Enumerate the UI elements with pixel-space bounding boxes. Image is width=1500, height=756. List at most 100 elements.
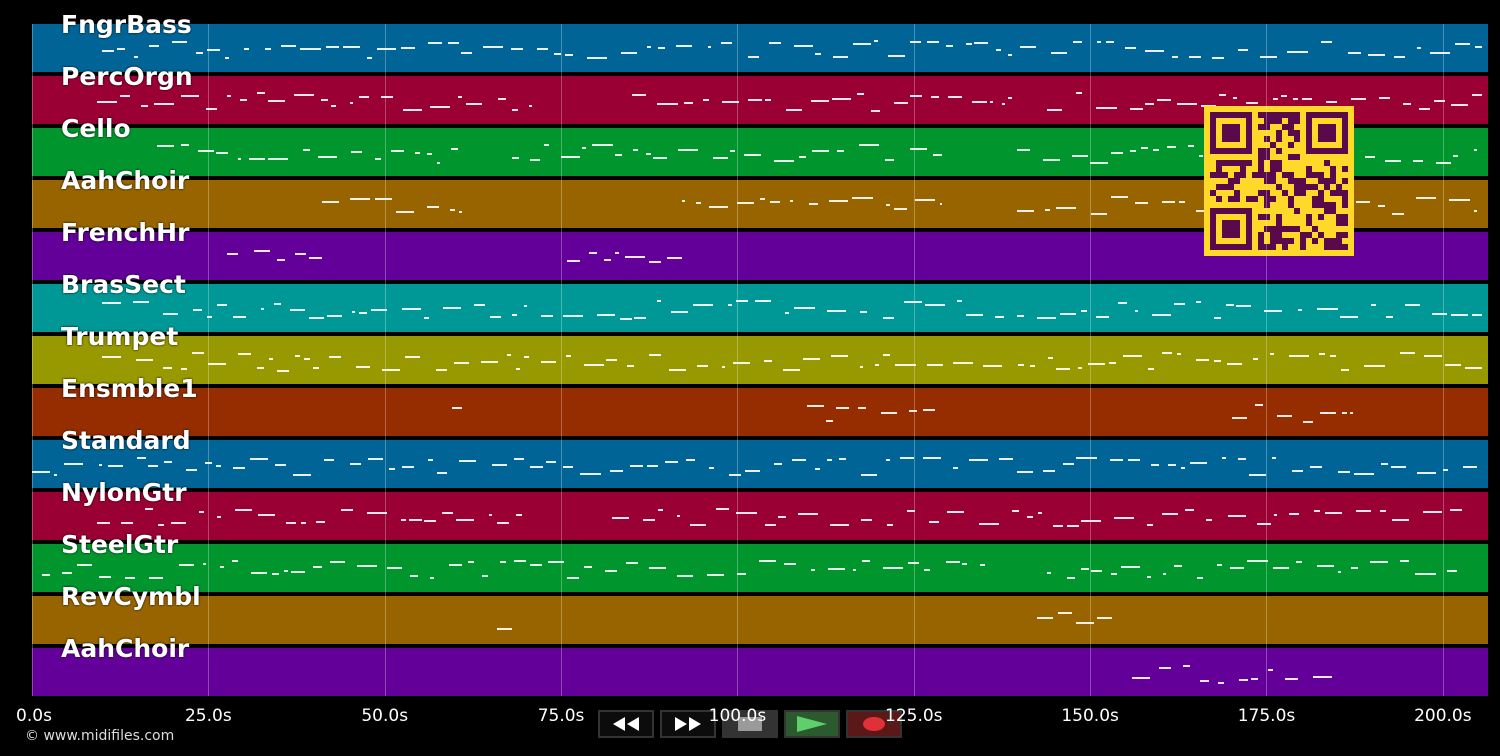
midi-note (1316, 565, 1334, 568)
midi-note (1150, 464, 1159, 467)
midi-note (927, 41, 940, 44)
midi-note (982, 365, 1003, 368)
midi-note (249, 157, 265, 160)
play-button[interactable] (784, 710, 840, 738)
midi-note (62, 572, 73, 575)
midi-note (765, 524, 776, 526)
midi-note (351, 150, 362, 153)
midi-note (807, 405, 825, 408)
midi-note (873, 40, 878, 43)
midi-note (1038, 512, 1043, 515)
midi-note (303, 357, 311, 360)
track-lane[interactable] (32, 648, 1488, 698)
track-lane[interactable] (32, 336, 1488, 386)
midi-note (530, 466, 543, 469)
midi-note (42, 573, 51, 576)
track-lane[interactable] (32, 492, 1488, 542)
rewind-button[interactable] (598, 710, 654, 738)
midi-note (1113, 517, 1135, 520)
midi-note (1076, 456, 1097, 459)
midi-note (909, 147, 927, 150)
midi-note (1019, 46, 1037, 49)
midi-note (1392, 212, 1404, 215)
midi-note (309, 256, 322, 259)
midi-note (656, 300, 662, 303)
midi-note (402, 307, 422, 310)
midi-note (1473, 210, 1477, 213)
midi-note (1320, 411, 1336, 414)
midi-note (703, 99, 709, 102)
midi-note (1108, 362, 1117, 365)
midi-note (1001, 103, 1005, 106)
midi-note (1405, 304, 1420, 307)
midi-note (1310, 466, 1323, 469)
midi-note (349, 101, 354, 104)
midi-note (381, 369, 400, 372)
midi-note (646, 465, 658, 468)
midi-note (204, 461, 212, 464)
midi-note (1047, 109, 1063, 112)
midi-note (1017, 471, 1033, 474)
midi-note (294, 253, 307, 256)
midi-note (634, 316, 646, 319)
midi-note (148, 45, 159, 48)
midi-note (785, 312, 789, 315)
midi-note (1016, 314, 1025, 317)
midi-note (390, 150, 405, 153)
track-lane[interactable] (32, 388, 1488, 438)
midi-note (1043, 470, 1055, 473)
midi-note (1030, 364, 1036, 367)
midi-note (1188, 145, 1195, 148)
midi-note (1179, 201, 1185, 204)
midi-note (1043, 159, 1060, 162)
midi-note (456, 519, 474, 522)
track-label: BrasSect (61, 270, 186, 299)
midi-note (389, 468, 396, 471)
midi-note (887, 523, 893, 526)
midi-note (1429, 51, 1451, 54)
track-lane[interactable] (32, 284, 1488, 334)
midi-note (826, 309, 846, 312)
midi-note (1045, 209, 1051, 212)
midi-note (747, 55, 760, 58)
track-lane[interactable] (32, 596, 1488, 646)
midi-note (1148, 367, 1155, 370)
midi-note (859, 310, 868, 313)
midi-note (1056, 207, 1076, 210)
midi-note (995, 48, 1001, 51)
midi-note (523, 304, 528, 307)
midi-note (157, 523, 164, 526)
midi-note (1450, 508, 1462, 511)
midi-note (1337, 570, 1342, 573)
midi-note (401, 47, 415, 50)
midi-note (1198, 154, 1204, 157)
midi-note (832, 98, 852, 101)
midi-note (648, 353, 661, 356)
midi-note (625, 562, 639, 565)
qr-code (1204, 106, 1354, 256)
fast-forward-icon (675, 717, 701, 731)
track-lane[interactable] (32, 544, 1488, 594)
midi-note (32, 470, 51, 473)
stop-button[interactable] (722, 710, 778, 738)
midi-note (515, 367, 520, 370)
midi-note (1196, 358, 1209, 361)
midi-note (1319, 353, 1326, 356)
track-lane[interactable] (32, 24, 1488, 74)
midi-note (473, 304, 486, 307)
record-button[interactable] (846, 710, 902, 738)
midi-note (1158, 666, 1171, 669)
midi-note (871, 109, 881, 112)
midi-note (1007, 97, 1012, 100)
midi-note (1463, 465, 1477, 468)
midi-note (1416, 471, 1436, 474)
midi-note (1235, 304, 1252, 307)
midi-note (1273, 98, 1278, 101)
midi-note (424, 520, 437, 523)
midi-note (251, 571, 267, 574)
fast-forward-button[interactable] (660, 710, 716, 738)
midi-note (619, 317, 633, 320)
midi-note (1255, 404, 1263, 407)
midi-note (736, 300, 749, 303)
track-lane[interactable] (32, 440, 1488, 490)
